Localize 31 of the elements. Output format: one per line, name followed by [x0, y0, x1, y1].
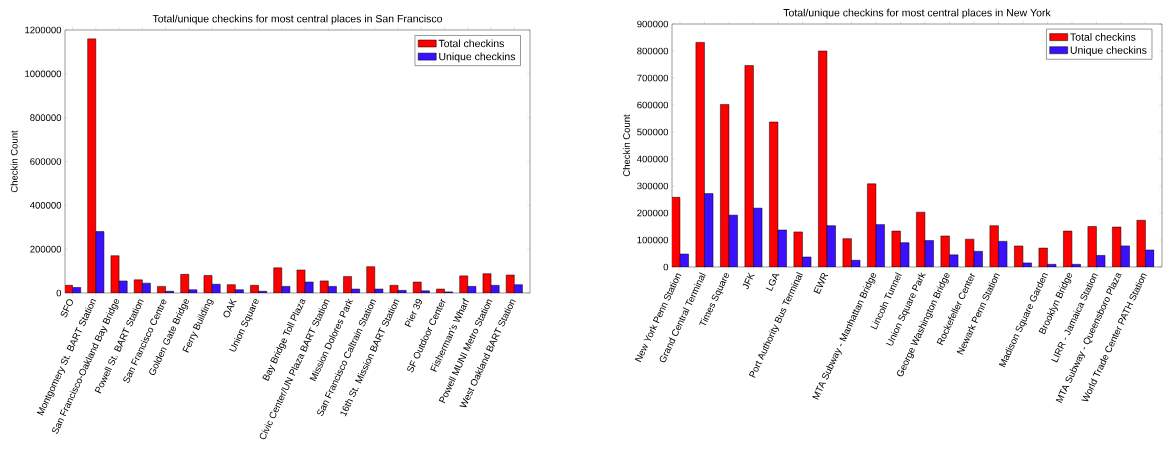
y-tick-label: 500000 [637, 128, 669, 136]
legend-label: Total checkins [438, 39, 504, 48]
y-tick-label: 0 [56, 289, 62, 297]
y-tick-label: 200000 [637, 209, 669, 217]
x-tick-label: OAK [223, 298, 237, 318]
x-tick-label: LGA [765, 274, 780, 292]
legend-label: Unique checkins [439, 52, 516, 63]
y-tick-label: 800000 [30, 114, 62, 122]
y-tick-label: 700000 [637, 74, 669, 82]
y-tick-label: 600000 [30, 158, 62, 165]
y-tick-label: 1200000 [25, 26, 62, 34]
x-tick-label: JFK [742, 272, 755, 290]
y-tick-label: 800000 [637, 47, 669, 55]
chart-title: Total/unique checkins for most central places in San Francisco [152, 14, 443, 25]
x-tick-label: Pier 39 [404, 299, 422, 328]
legend-label: Total checkins [1070, 33, 1136, 41]
y-tick-label: 900000 [637, 20, 669, 28]
y-tick-label: 400000 [30, 201, 62, 209]
y-tick-label: 600000 [637, 101, 669, 109]
legend-label: Unique checkins [1070, 46, 1147, 56]
y-tick-label: 0 [663, 263, 669, 271]
y-axis-title: Checkin Count [10, 130, 18, 193]
y-tick-label: 200000 [30, 245, 62, 253]
y-tick-label: 1000000 [25, 70, 62, 78]
y-tick-label: 300000 [637, 182, 669, 190]
y-tick-label: 400000 [636, 155, 669, 163]
y-tick-label: 100000 [637, 236, 669, 244]
chart-title: Total/unique checkins for most central places in New York [783, 8, 1051, 19]
y-axis-title: Checkin Count [622, 114, 630, 177]
x-tick-label: EWR [813, 273, 829, 294]
x-tick-label: SFO [60, 299, 73, 318]
